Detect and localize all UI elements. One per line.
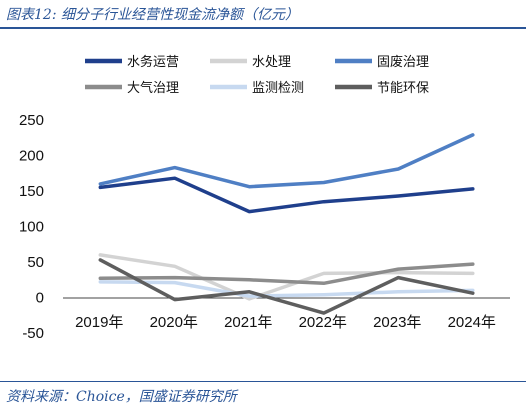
series-line-2 — [98, 253, 475, 301]
legend-label: 大气治理 — [127, 80, 179, 96]
legend-label: 固废治理 — [377, 54, 429, 70]
legend-label: 水务运营 — [127, 54, 179, 70]
legend-label: 节能环保 — [377, 81, 429, 96]
x-tick-label: 2020年 — [150, 314, 198, 331]
figure-title-text: 细分子行业经营性现金流净额（亿元） — [60, 7, 299, 23]
legend-label: 监测检测 — [252, 81, 304, 96]
source-rule — [0, 381, 526, 382]
series-line-6 — [98, 258, 475, 315]
figure-title: 图表12: 细分子行业经营性现金流净额（亿元） — [6, 4, 299, 24]
y-tick-label: -50 — [22, 325, 44, 342]
x-tick-label: 2022年 — [299, 314, 347, 331]
y-tick-label: 50 — [27, 254, 44, 271]
x-tick-label: 2023年 — [373, 314, 421, 331]
x-tick-label: 2019年 — [75, 314, 123, 331]
title-rule — [0, 27, 526, 29]
y-tick-label: 150 — [19, 183, 44, 200]
y-tick-label: 250 — [19, 112, 44, 129]
x-tick-label: 2024年 — [448, 314, 496, 331]
y-tick-label: 0 — [36, 290, 44, 307]
y-tick-label: 100 — [19, 219, 44, 236]
series-line-5 — [98, 280, 475, 298]
x-tick-label: 2021年 — [224, 314, 272, 331]
series-line-1 — [98, 176, 475, 214]
legend-label: 水处理 — [252, 55, 291, 70]
source-note: 资料来源：Choice，国盛证券研究所 — [6, 389, 237, 405]
series-line-4 — [98, 262, 475, 286]
figure-label: 图表12: — [6, 7, 57, 23]
y-tick-label: 200 — [19, 148, 44, 165]
series-line-3 — [98, 133, 475, 189]
